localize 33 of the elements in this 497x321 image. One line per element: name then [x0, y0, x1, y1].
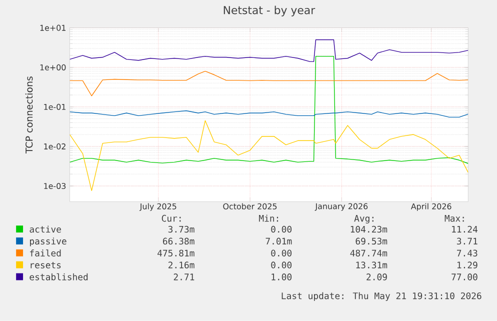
legend-label: resets [30, 262, 61, 268]
text: 7.43 [456, 250, 478, 257]
text: 7.01m [266, 238, 292, 245]
text: 475.81m [158, 250, 194, 257]
text: 11.24 [452, 226, 478, 233]
chart-title: Netstat - by year [224, 6, 316, 16]
text: 2.71 [174, 274, 194, 280]
text: 77.00 [452, 274, 478, 280]
text: Cur: [162, 214, 181, 222]
text: 1.00 [272, 274, 292, 280]
text: 13.31m [356, 262, 388, 268]
text: 0.00 [271, 250, 292, 257]
text: Last update: Thu May 21 19:31:10 2026 [282, 292, 482, 301]
line-series [70, 56, 468, 164]
text: 66.38m [163, 238, 194, 245]
text: 1.29 [457, 262, 478, 268]
text: 0.00 [271, 262, 292, 268]
text: 3.71 [456, 238, 478, 245]
text: Min: [259, 214, 278, 222]
text: 3.73m [168, 226, 194, 233]
text: Max: [444, 215, 464, 222]
text: Avg: [354, 215, 374, 224]
text: 69.53m [356, 238, 388, 245]
text: 0.00 [271, 226, 292, 233]
y-axis-title: TCP connections [25, 76, 33, 154]
text: 2.16m [168, 262, 194, 268]
legend-label: established [30, 273, 88, 280]
text: 104.23m [350, 226, 388, 233]
legend-label: active [30, 226, 61, 233]
text: 487.74m [350, 250, 388, 257]
text: 2.09 [366, 274, 387, 280]
legend-label: failed [30, 250, 61, 257]
legend-label: passive [30, 238, 66, 246]
